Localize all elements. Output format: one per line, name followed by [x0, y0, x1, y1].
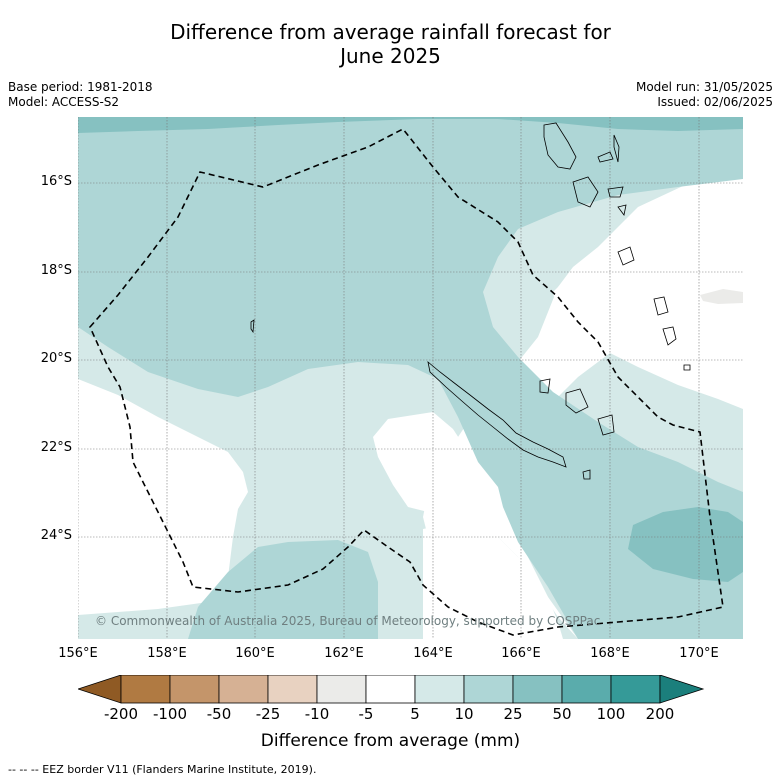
colorbar-cell [218, 675, 269, 704]
lat-label-20s: 20°S [40, 351, 72, 366]
hunter-island-coast [662, 326, 677, 346]
colorbar-cell [463, 675, 514, 704]
graticule [78, 117, 743, 639]
chesterfield-reef [250, 319, 255, 334]
vanuatu-east-island-coast [607, 186, 624, 198]
map-canvas [78, 117, 743, 639]
colorbar-tick-label: -5 [358, 705, 374, 723]
model-name: Model: ACCESS-S2 [8, 95, 120, 109]
lon-label-162e: 162°E [324, 646, 364, 661]
band-neutral-west [78, 379, 248, 615]
band-25-50 [78, 117, 743, 639]
lon-label-166e: 166°E [501, 646, 541, 661]
issued-date: Issued: 02/06/2025 [657, 95, 773, 109]
colorbar-tick-label: 50 [552, 705, 572, 723]
eez-border [89, 127, 724, 636]
vanuatu-north-coast [543, 122, 577, 170]
colorbar-tick-label: -100 [152, 705, 188, 723]
colorbar-cell [365, 675, 416, 704]
colorbar-tick-label: -25 [255, 705, 281, 723]
band-50-100-southeast [628, 507, 743, 582]
colorbar-cell [267, 675, 318, 704]
model-run: Model run: 31/05/2025 [635, 80, 773, 94]
colorbar-tick-label: 10 [454, 705, 474, 723]
lon-label-168e: 168°E [590, 646, 630, 661]
band-neutral-grey [700, 289, 743, 304]
lon-label-170e: 170°E [679, 646, 719, 661]
vanuatu-island-coast [572, 176, 599, 208]
lat-label-18s: 18°S [40, 263, 72, 278]
band-neutral-east [553, 195, 743, 409]
vanuatu-thin-island-coast [613, 134, 620, 163]
lon-label-158e: 158°E [147, 646, 187, 661]
colorbar-cell [561, 675, 612, 704]
colorbar [78, 675, 705, 704]
colorbar-cell [120, 675, 171, 704]
lon-label-160e: 160°E [235, 646, 275, 661]
loyalty-lifou-coast [565, 388, 589, 414]
colorbar-tick-label: -10 [304, 705, 330, 723]
vanuatu-small-island-coast [597, 151, 614, 163]
lat-label-22s: 22°S [40, 440, 72, 455]
lat-label-16s: 16°S [40, 174, 72, 189]
isle-of-pines-coast [582, 469, 591, 480]
colorbar-extend-low [78, 675, 122, 704]
colorbar-tick-label: -50 [206, 705, 232, 723]
lon-label-164e: 164°E [413, 646, 453, 661]
colorbar-tick-label: 25 [503, 705, 523, 723]
band-25-50-southwest [188, 540, 378, 639]
colorbar-tick-label: 200 [645, 705, 675, 723]
band-neutral-center [373, 412, 473, 512]
map-frame [78, 117, 743, 639]
colorbar-cell [169, 675, 220, 704]
new-caledonia-coast [427, 360, 567, 468]
meta-left: Base period: 1981-2018 Model: ACCESS-S2 [8, 80, 153, 110]
walpole-island-coast [683, 364, 691, 371]
coastlines [250, 122, 691, 480]
band-neutral-south [423, 522, 563, 639]
copyright-notice: © Commonwealth of Australia 2025, Bureau… [95, 614, 601, 628]
base-period: Base period: 1981-2018 [8, 80, 153, 94]
vanuatu-central-island-coast [617, 204, 627, 216]
matthew-island-coast [653, 296, 669, 316]
colorbar-cell [610, 675, 661, 704]
title-line-2: June 2025 [340, 44, 441, 68]
lat-label-24s: 24°S [40, 528, 72, 543]
colorbar-cell [414, 675, 465, 704]
colorbar-tick-label: 100 [596, 705, 626, 723]
vanuatu-south-island-coast [617, 246, 635, 266]
colorbar-extend-high [659, 675, 705, 704]
loyalty-ouvea-coast [597, 414, 615, 436]
colorbar-cell [512, 675, 563, 704]
colorbar-title: Difference from average (mm) [260, 731, 521, 751]
colorbar-cell [316, 675, 367, 704]
lon-label-156e: 156°E [58, 646, 98, 661]
loyalty-maré-coast [539, 378, 551, 394]
chart-title: Difference from average rainfall forecas… [0, 20, 781, 68]
colorbar-tick-label: 5 [410, 705, 420, 723]
title-line-1: Difference from average rainfall forecas… [170, 20, 611, 44]
meta-right: Model run: 31/05/2025 Issued: 02/06/2025 [636, 80, 773, 110]
band-50-100-north [78, 117, 743, 133]
eez-legend-note: -- -- -- EEZ border V11 (Flanders Marine… [8, 763, 317, 776]
colorbar-tick-label: -200 [103, 705, 139, 723]
colorbar-cells [120, 675, 661, 704]
